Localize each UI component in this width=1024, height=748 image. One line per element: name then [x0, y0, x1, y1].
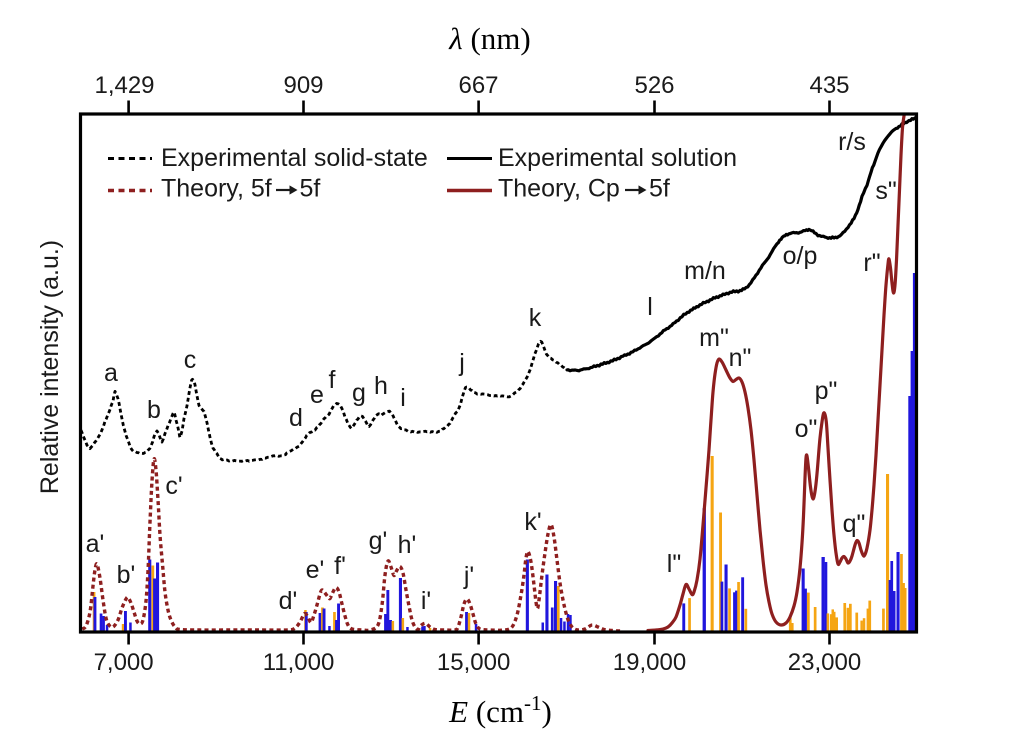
- svg-text:Experimental solid-state: Experimental solid-state: [161, 144, 428, 172]
- svg-text:λ (nm): λ (nm): [448, 21, 530, 56]
- svg-text:f': f': [334, 552, 346, 580]
- svg-text:a: a: [104, 359, 118, 387]
- svg-text:5f: 5f: [300, 175, 321, 203]
- svg-text:l": l": [667, 550, 681, 578]
- svg-text:23,000: 23,000: [788, 649, 861, 676]
- svg-text:a': a': [86, 530, 105, 558]
- svg-text:h': h': [398, 531, 417, 559]
- svg-text:909: 909: [283, 72, 323, 99]
- svg-text:i': i': [421, 587, 431, 615]
- svg-text:n": n": [729, 344, 752, 372]
- svg-text:c: c: [184, 346, 197, 374]
- svg-text:i: i: [400, 384, 406, 412]
- svg-text:o": o": [795, 415, 818, 443]
- svg-text:o/p: o/p: [783, 242, 818, 270]
- svg-text:s": s": [875, 177, 896, 205]
- svg-text:j: j: [458, 349, 465, 377]
- svg-text:c': c': [165, 472, 182, 500]
- svg-text:k: k: [529, 304, 542, 332]
- svg-text:l: l: [647, 293, 653, 321]
- svg-text:Relative intensity (a.u.): Relative intensity (a.u.): [36, 240, 64, 494]
- svg-text:b': b': [117, 561, 136, 589]
- svg-text:435: 435: [809, 72, 849, 99]
- svg-text:q": q": [843, 510, 866, 538]
- svg-text:f: f: [329, 366, 336, 394]
- svg-text:m": m": [699, 324, 729, 352]
- svg-text:e: e: [310, 381, 324, 409]
- svg-text:h: h: [374, 372, 388, 400]
- svg-text:19,000: 19,000: [613, 649, 686, 676]
- svg-text:d': d': [279, 587, 298, 615]
- svg-text:g: g: [352, 379, 366, 407]
- svg-text:m/n: m/n: [684, 257, 726, 285]
- svg-text:r/s: r/s: [838, 128, 866, 156]
- svg-text:g': g': [369, 527, 388, 555]
- svg-text:1,429: 1,429: [94, 72, 154, 99]
- svg-text:k': k': [524, 508, 541, 536]
- svg-text:Theory, Cp: Theory, Cp: [498, 175, 620, 203]
- svg-text:j': j': [463, 562, 474, 590]
- svg-text:Theory, 5f: Theory, 5f: [161, 175, 272, 203]
- svg-text:r": r": [863, 249, 880, 277]
- svg-text:E (cm-1): E (cm-1): [448, 691, 552, 729]
- svg-text:b: b: [147, 396, 161, 424]
- svg-text:11,000: 11,000: [263, 649, 335, 676]
- svg-text:e': e': [306, 556, 325, 584]
- svg-text:Experimental solution: Experimental solution: [498, 144, 737, 172]
- svg-text:5f: 5f: [649, 175, 670, 203]
- svg-text:d: d: [289, 404, 303, 432]
- svg-text:526: 526: [634, 72, 674, 99]
- svg-text:p": p": [815, 377, 838, 405]
- svg-text:667: 667: [458, 72, 498, 99]
- svg-text:7,000: 7,000: [94, 649, 154, 676]
- svg-text:15,000: 15,000: [437, 649, 510, 676]
